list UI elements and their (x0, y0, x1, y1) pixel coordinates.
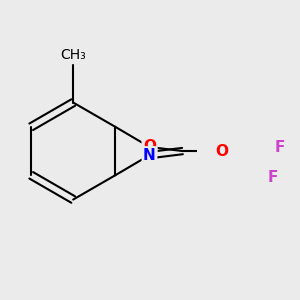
Text: F: F (268, 170, 278, 185)
Text: O: O (143, 140, 156, 154)
Text: O: O (215, 143, 228, 158)
Text: CH₃: CH₃ (60, 48, 86, 62)
Text: F: F (274, 140, 285, 155)
Text: N: N (143, 148, 156, 163)
